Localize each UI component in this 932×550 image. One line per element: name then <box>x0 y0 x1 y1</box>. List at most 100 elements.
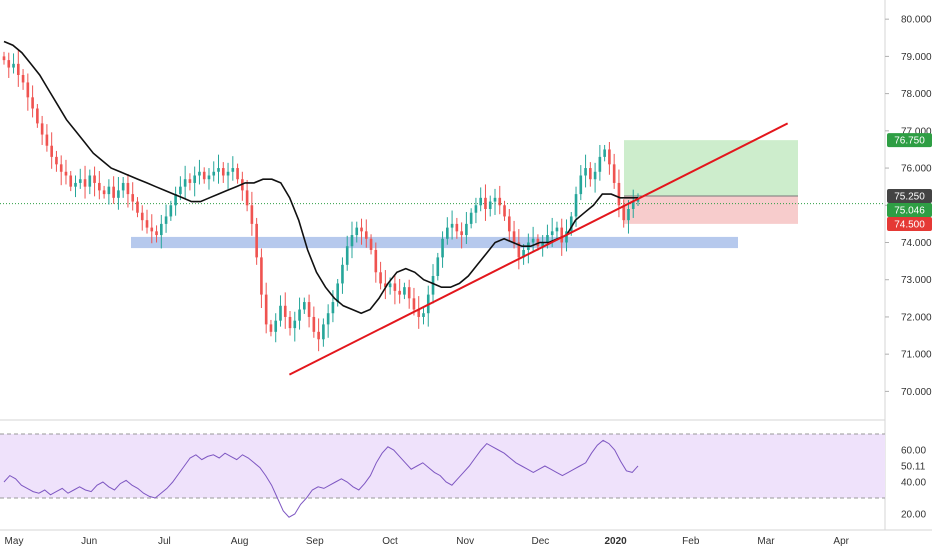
candle[interactable] <box>422 307 425 325</box>
candle[interactable] <box>121 176 125 198</box>
candle[interactable] <box>622 199 626 228</box>
candle[interactable] <box>21 69 25 90</box>
candle[interactable] <box>255 217 258 265</box>
candle[interactable] <box>503 200 506 221</box>
candle[interactable] <box>159 214 163 249</box>
candle[interactable] <box>364 219 368 248</box>
candle[interactable] <box>236 163 239 184</box>
candle[interactable] <box>288 310 292 336</box>
stop-loss-zone[interactable] <box>624 195 798 224</box>
candle[interactable] <box>150 214 154 244</box>
candle[interactable] <box>298 297 301 330</box>
candle[interactable] <box>264 282 268 334</box>
candle[interactable] <box>603 144 606 162</box>
candle[interactable] <box>355 221 359 243</box>
candle[interactable] <box>74 175 77 198</box>
candle[interactable] <box>379 261 382 290</box>
candle[interactable] <box>98 171 101 200</box>
candle[interactable] <box>2 51 6 65</box>
candle[interactable] <box>221 162 225 183</box>
candle[interactable] <box>36 104 39 128</box>
rsi-line[interactable] <box>3 439 639 518</box>
support-zone[interactable] <box>131 236 738 249</box>
candle[interactable] <box>231 156 235 181</box>
candle[interactable] <box>479 187 483 212</box>
candle[interactable] <box>417 296 421 329</box>
candle[interactable] <box>188 173 192 191</box>
candle[interactable] <box>436 252 440 281</box>
trendline[interactable] <box>288 122 789 376</box>
candle[interactable] <box>450 210 454 240</box>
candle[interactable] <box>393 274 397 305</box>
candle[interactable] <box>155 225 158 243</box>
candle[interactable] <box>136 197 139 218</box>
candle[interactable] <box>303 297 306 314</box>
candle[interactable] <box>26 73 30 111</box>
candle[interactable] <box>112 176 115 204</box>
candle[interactable] <box>183 165 187 199</box>
candle[interactable] <box>88 169 92 195</box>
candle[interactable] <box>40 115 44 145</box>
candle[interactable] <box>193 166 196 197</box>
candle[interactable] <box>517 229 521 270</box>
candle[interactable] <box>465 211 468 244</box>
candle[interactable] <box>169 200 173 221</box>
candle[interactable] <box>312 306 316 338</box>
candle[interactable] <box>593 162 597 193</box>
candle[interactable] <box>212 161 216 182</box>
candle[interactable] <box>446 217 449 245</box>
candle[interactable] <box>507 209 511 242</box>
candle[interactable] <box>307 294 311 328</box>
candle[interactable] <box>102 185 106 199</box>
candle[interactable] <box>493 188 497 215</box>
candle[interactable] <box>484 184 487 221</box>
candle[interactable] <box>207 168 211 190</box>
candle[interactable] <box>488 195 492 217</box>
candle[interactable] <box>131 182 135 211</box>
candle[interactable] <box>374 242 378 283</box>
candle[interactable] <box>69 171 73 192</box>
candle[interactable] <box>50 132 53 169</box>
candle[interactable] <box>55 150 58 172</box>
candle[interactable] <box>498 185 502 215</box>
candle[interactable] <box>341 257 344 294</box>
candle[interactable] <box>16 50 20 87</box>
take-profit-zone[interactable] <box>624 140 798 196</box>
candle[interactable] <box>245 179 249 212</box>
candle[interactable] <box>350 221 354 259</box>
moving-average-line[interactable] <box>3 40 638 315</box>
candle[interactable] <box>589 162 592 187</box>
candle[interactable] <box>360 218 363 245</box>
candle[interactable] <box>202 167 206 184</box>
candle[interactable] <box>384 270 387 300</box>
candle[interactable] <box>612 153 616 189</box>
candle[interactable] <box>555 221 559 239</box>
candle[interactable] <box>107 179 111 205</box>
candle[interactable] <box>474 197 478 224</box>
candle[interactable] <box>627 200 630 234</box>
candle[interactable] <box>522 243 525 265</box>
candle[interactable] <box>226 162 230 189</box>
candle[interactable] <box>126 174 130 208</box>
candle[interactable] <box>250 191 254 236</box>
candle[interactable] <box>322 318 325 347</box>
candle[interactable] <box>579 165 583 201</box>
candle[interactable] <box>326 304 330 338</box>
candle[interactable] <box>145 209 149 234</box>
candle[interactable] <box>441 231 444 268</box>
candle[interactable] <box>164 204 168 233</box>
candle[interactable] <box>512 220 516 249</box>
candle[interactable] <box>93 166 96 197</box>
candle[interactable] <box>83 165 87 199</box>
candle[interactable] <box>269 319 273 337</box>
candle[interactable] <box>45 124 49 152</box>
candle[interactable] <box>217 154 220 184</box>
candle[interactable] <box>584 154 587 188</box>
candle[interactable] <box>279 295 282 327</box>
candle[interactable] <box>274 313 278 343</box>
candle[interactable] <box>283 292 287 329</box>
candle[interactable] <box>398 278 401 304</box>
candle[interactable] <box>403 282 406 300</box>
candle[interactable] <box>345 235 349 271</box>
